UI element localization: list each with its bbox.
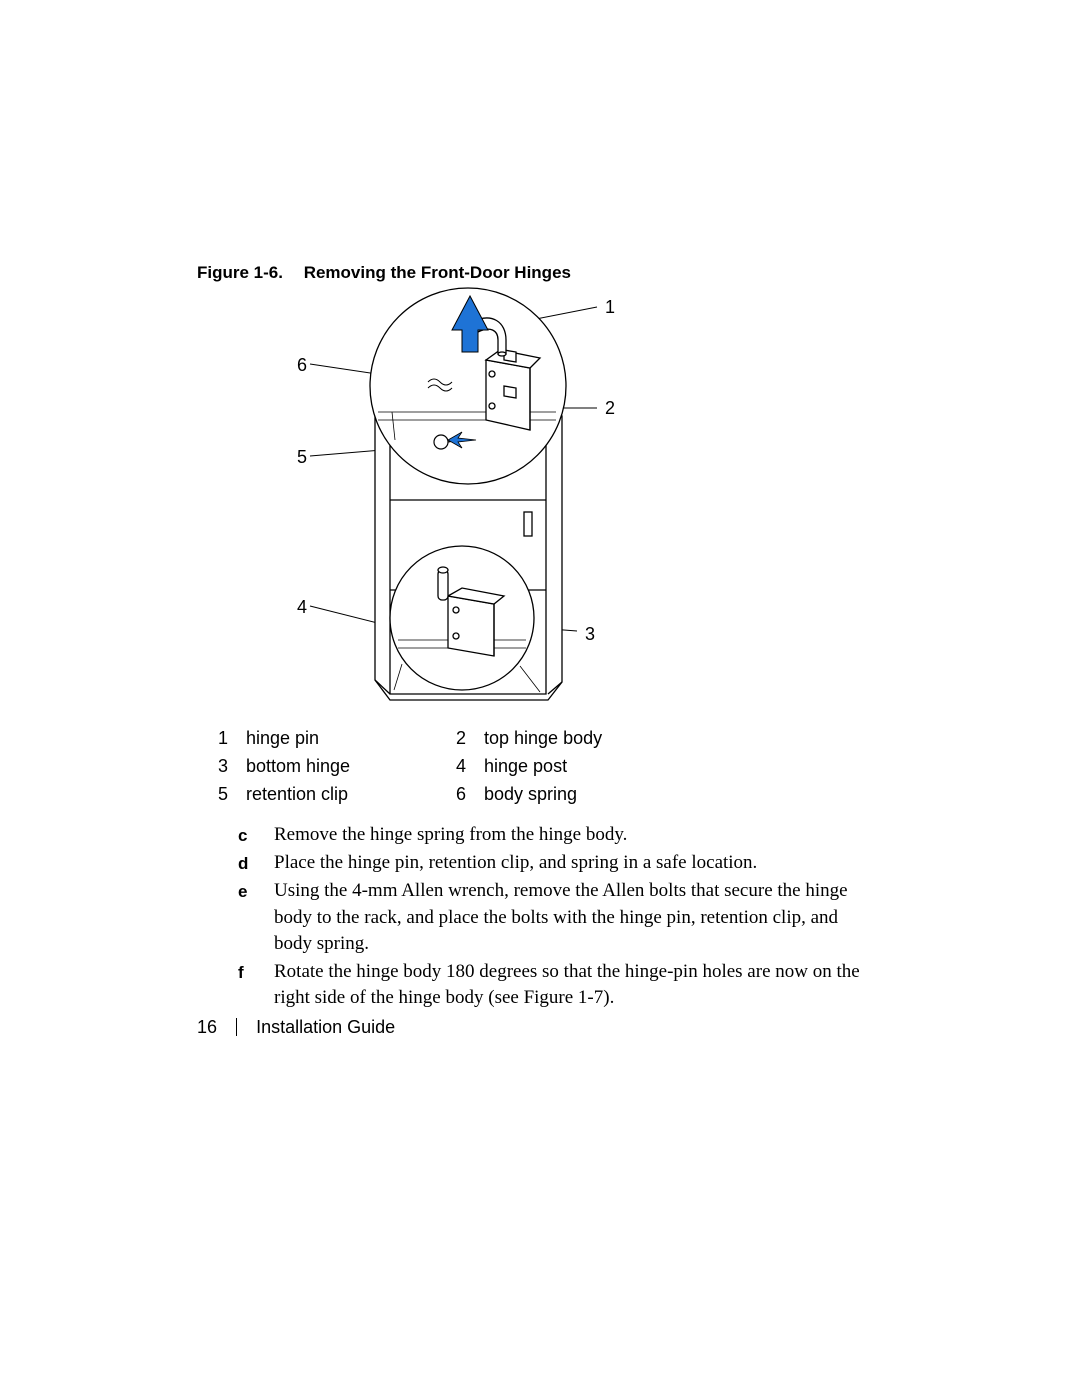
instruction-item: c Remove the hinge spring from the hinge… (238, 822, 878, 848)
legend-label: hinge pin (246, 725, 456, 753)
instruction-item: e Using the 4-mm Allen wrench, remove th… (238, 878, 878, 957)
callout-3: 3 (585, 624, 595, 645)
doc-title: Installation Guide (256, 1017, 395, 1037)
legend-label: retention clip (246, 781, 456, 809)
instruction-text: Using the 4-mm Allen wrench, remove the … (274, 878, 878, 957)
instruction-text: Rotate the hinge body 180 degrees so tha… (274, 959, 878, 1011)
legend-num: 1 (218, 725, 246, 753)
callout-6: 6 (297, 355, 307, 376)
legend-label: bottom hinge (246, 753, 456, 781)
instruction-item: f Rotate the hinge body 180 degrees so t… (238, 959, 878, 1011)
legend-num: 6 (456, 781, 484, 809)
legend-num: 3 (218, 753, 246, 781)
page: Figure 1-6. Removing the Front-Door Hing… (0, 0, 1080, 1397)
legend-label: body spring (484, 781, 694, 809)
instruction-letter: f (238, 959, 274, 1011)
instruction-letter: c (238, 822, 274, 848)
legend-label: hinge post (484, 753, 694, 781)
callout-2: 2 (605, 398, 615, 419)
legend-row: 1 hinge pin 2 top hinge body (218, 725, 694, 753)
instruction-letter: d (238, 850, 274, 876)
legend-row: 3 bottom hinge 4 hinge post (218, 753, 694, 781)
legend-num: 2 (456, 725, 484, 753)
legend-num: 4 (456, 753, 484, 781)
footer-divider (236, 1018, 237, 1036)
legend-label: top hinge body (484, 725, 694, 753)
top-hinge-detail (370, 288, 566, 484)
instruction-list: c Remove the hinge spring from the hinge… (238, 822, 878, 1014)
callout-1: 1 (605, 297, 615, 318)
legend-table: 1 hinge pin 2 top hinge body 3 bottom hi… (218, 725, 694, 809)
instruction-text: Place the hinge pin, retention clip, and… (274, 850, 878, 876)
callout-5: 5 (297, 447, 307, 468)
legend-num: 5 (218, 781, 246, 809)
page-footer: 16 Installation Guide (197, 1017, 395, 1038)
instruction-text: Remove the hinge spring from the hinge b… (274, 822, 878, 848)
figure-diagram (0, 0, 1080, 1397)
page-number: 16 (197, 1017, 217, 1038)
callout-4: 4 (297, 597, 307, 618)
instruction-item: d Place the hinge pin, retention clip, a… (238, 850, 878, 876)
instruction-letter: e (238, 878, 274, 957)
legend-row: 5 retention clip 6 body spring (218, 781, 694, 809)
